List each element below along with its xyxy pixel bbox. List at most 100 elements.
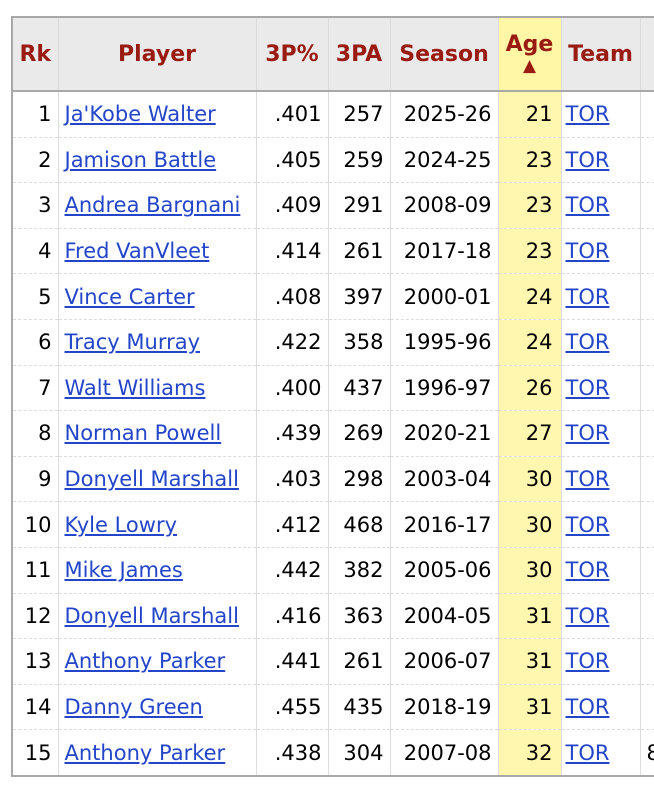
player-cell: Ja'Kobe Walter [58, 91, 257, 138]
team-link[interactable]: TOR [565, 330, 610, 355]
team-cell: TOR [561, 684, 641, 731]
header-extra [640, 17, 654, 92]
team-cell: TOR [561, 319, 641, 366]
team-link[interactable]: TOR [565, 375, 610, 400]
player-cell: Vince Carter [58, 273, 257, 320]
team-link[interactable]: TOR [565, 102, 610, 127]
player-link[interactable]: Mike James [64, 558, 183, 583]
age-cell: 23 [498, 137, 562, 184]
table-row: 12 Donyell Marshall .416 363 2004-05 31 TOR [12, 593, 654, 640]
season-cell: 2024-25 [390, 137, 499, 184]
three-point-attempts-cell: 291 [328, 182, 391, 229]
player-link[interactable]: Andrea Bargnani [64, 193, 241, 218]
three-point-attempts-cell: 259 [328, 137, 391, 184]
extra-cell [640, 593, 654, 640]
player-link[interactable]: Anthony Parker [64, 740, 226, 765]
rank-cell: 13 [12, 638, 59, 685]
table-row: 11 Mike James .442 382 2005-06 30 TOR [12, 547, 654, 594]
header-rk[interactable]: Rk [12, 17, 59, 92]
age-cell: 24 [498, 273, 562, 320]
rank-cell: 5 [12, 273, 59, 320]
sort-ascending-icon: ▲ [522, 55, 537, 76]
team-cell: TOR [561, 547, 641, 594]
team-cell: TOR [561, 729, 641, 776]
season-cell: 2000-01 [390, 273, 499, 320]
player-link[interactable]: Vince Carter [64, 284, 195, 309]
extra-cell [640, 501, 654, 548]
three-point-pct-cell: .400 [256, 365, 329, 412]
rank-cell: 1 [12, 91, 59, 138]
team-link[interactable]: TOR [565, 649, 610, 674]
three-point-pct-cell: .416 [256, 593, 329, 640]
player-link[interactable]: Donyell Marshall [64, 467, 239, 492]
three-point-pct-cell: .439 [256, 410, 329, 457]
age-cell: 30 [498, 547, 562, 594]
extra-cell [640, 228, 654, 275]
team-cell: TOR [561, 410, 641, 457]
rank-cell: 10 [12, 501, 59, 548]
header-player[interactable]: Player [58, 17, 257, 92]
header-row: Rk Player 3P% 3PA Season Age ▲ Team [12, 17, 654, 92]
team-cell: TOR [561, 638, 641, 685]
player-link[interactable]: Jamison Battle [64, 147, 217, 172]
header-three-point-attempts[interactable]: 3PA [328, 17, 391, 92]
player-cell: Tracy Murray [58, 319, 257, 366]
team-link[interactable]: TOR [565, 467, 610, 492]
season-cell: 2004-05 [390, 593, 499, 640]
team-link[interactable]: TOR [565, 603, 610, 628]
team-link[interactable]: TOR [565, 558, 610, 583]
table-row: 8 Norman Powell .439 269 2020-21 27 TOR [12, 410, 654, 457]
team-cell: TOR [561, 91, 641, 138]
team-link[interactable]: TOR [565, 740, 610, 765]
player-link[interactable]: Ja'Kobe Walter [64, 102, 216, 127]
table-row: 9 Donyell Marshall .403 298 2003-04 30 TOR [12, 456, 654, 503]
age-cell: 30 [498, 456, 562, 503]
three-point-attempts-cell: 468 [328, 501, 391, 548]
player-link[interactable]: Danny Green [64, 695, 203, 720]
player-link[interactable]: Tracy Murray [64, 330, 201, 355]
season-cell: 1995-96 [390, 319, 499, 366]
age-cell: 31 [498, 684, 562, 731]
season-cell: 1996-97 [390, 365, 499, 412]
player-cell: Fred VanVleet [58, 228, 257, 275]
rank-cell: 3 [12, 182, 59, 229]
rank-cell: 4 [12, 228, 59, 275]
team-cell: TOR [561, 228, 641, 275]
table-row: 10 Kyle Lowry .412 468 2016-17 30 TOR [12, 501, 654, 548]
table-row: 5 Vince Carter .408 397 2000-01 24 TOR [12, 273, 654, 320]
player-cell: Anthony Parker [58, 638, 257, 685]
age-cell: 32 [498, 729, 562, 776]
three-point-attempts-cell: 363 [328, 593, 391, 640]
team-link[interactable]: TOR [565, 147, 610, 172]
player-link[interactable]: Kyle Lowry [64, 512, 178, 537]
team-link[interactable]: TOR [565, 512, 610, 537]
header-team[interactable]: Team [561, 17, 641, 92]
extra-cell [640, 273, 654, 320]
team-cell: TOR [561, 365, 641, 412]
rank-cell: 9 [12, 456, 59, 503]
team-cell: TOR [561, 273, 641, 320]
header-age[interactable]: Age ▲ [498, 17, 562, 92]
player-link[interactable]: Donyell Marshall [64, 603, 239, 628]
three-point-pct-cell: .441 [256, 638, 329, 685]
extra-cell [640, 91, 654, 138]
team-link[interactable]: TOR [565, 695, 610, 720]
extra-cell [640, 684, 654, 731]
header-three-point-pct[interactable]: 3P% [256, 17, 329, 92]
age-cell: 21 [498, 91, 562, 138]
player-link[interactable]: Walt Williams [64, 375, 206, 400]
team-link[interactable]: TOR [565, 284, 610, 309]
team-link[interactable]: TOR [565, 421, 610, 446]
header-season[interactable]: Season [390, 17, 499, 92]
player-link[interactable]: Anthony Parker [64, 649, 226, 674]
extra-cell [640, 456, 654, 503]
three-point-pct-cell: .422 [256, 319, 329, 366]
player-cell: Donyell Marshall [58, 593, 257, 640]
team-link[interactable]: TOR [565, 193, 610, 218]
player-link[interactable]: Fred VanVleet [64, 239, 210, 264]
three-point-attempts-cell: 269 [328, 410, 391, 457]
player-link[interactable]: Norman Powell [64, 421, 222, 446]
team-link[interactable]: TOR [565, 239, 610, 264]
extra-cell [640, 547, 654, 594]
